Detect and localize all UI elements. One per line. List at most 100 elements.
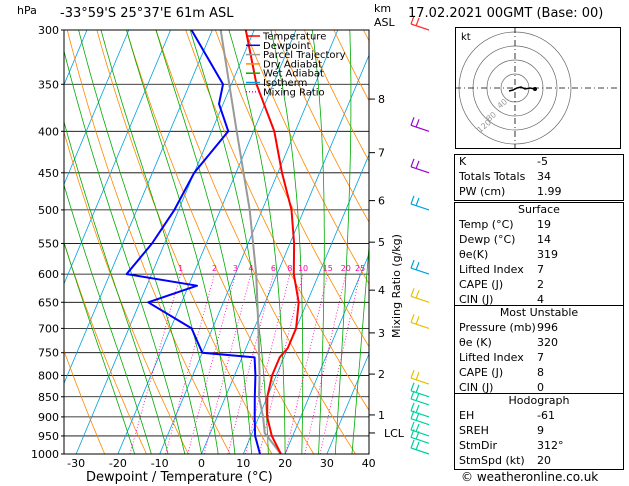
hodograph: kt 120 80 40 bbox=[455, 27, 621, 149]
wet-adiabat-line bbox=[311, 30, 325, 454]
wind-barb-flag bbox=[410, 390, 415, 400]
hodo-kt-label: kt bbox=[461, 32, 471, 43]
temperature-line bbox=[244, 30, 300, 454]
pressure-tick-label: 650 bbox=[38, 296, 59, 309]
hodo-row: StmDir 312° bbox=[459, 439, 564, 452]
mixing-ratio-label: 25 bbox=[355, 264, 365, 273]
wind-barb-flag bbox=[415, 197, 420, 207]
wind-barb bbox=[410, 390, 430, 398]
mu-row: CIN (J) 0 bbox=[459, 381, 544, 394]
most-unstable-title: Most Unstable bbox=[499, 306, 579, 319]
wind-barb-flag bbox=[415, 392, 420, 402]
dry-adiabat-line bbox=[244, 30, 369, 285]
dry-adiabat-line bbox=[64, 349, 106, 454]
x-axis-title: Dewpoint / Temperature (°C) bbox=[86, 470, 273, 485]
km-tick-label: 1 bbox=[378, 409, 385, 422]
wind-barb bbox=[410, 436, 430, 444]
wind-barb bbox=[410, 23, 430, 31]
mixing-ratio-line bbox=[304, 274, 347, 454]
wind-barb-flag bbox=[410, 117, 415, 126]
wind-barb bbox=[410, 429, 430, 437]
mixing-ratio-line bbox=[245, 273, 291, 454]
legend-entry: Mixing Ratio bbox=[263, 87, 325, 98]
pressure-tick-label: 900 bbox=[38, 411, 59, 424]
pressure-tick-label: 1000 bbox=[31, 448, 59, 461]
wet-adiabat-line bbox=[126, 30, 236, 454]
datetime-label: 17.02.2021 00GMT (Base: 00) bbox=[408, 6, 604, 21]
wind-barb-flag bbox=[410, 369, 415, 379]
wind-barb bbox=[410, 410, 430, 418]
dry-adiabat-line bbox=[64, 241, 147, 454]
wind-barb bbox=[410, 398, 430, 406]
dry-adiabat-line bbox=[66, 30, 231, 454]
hodo-row: StmSpd (kt) 20 bbox=[459, 454, 551, 467]
isotherm-line bbox=[75, 30, 255, 454]
hodograph-panel: Hodograph EH -61 SREH 9 StmDir 312° StmSpd … bbox=[454, 393, 624, 470]
wet-adiabat-line bbox=[64, 183, 152, 454]
wind-barb-flag bbox=[410, 195, 415, 205]
dry-adiabat-line bbox=[185, 30, 369, 412]
pressure-tick-label: 850 bbox=[38, 391, 59, 404]
dry-adiabat-line bbox=[64, 130, 189, 454]
wind-barb bbox=[410, 321, 430, 329]
legend-entry: Parcel Trajectory bbox=[263, 50, 346, 61]
wet-adiabat-line bbox=[64, 120, 169, 454]
pressure-tick-label: 750 bbox=[38, 347, 59, 360]
wind-barb bbox=[410, 295, 430, 303]
wind-barb-flag bbox=[410, 288, 415, 297]
credit-label: © weatheronline.co.uk bbox=[461, 470, 599, 484]
wind-barb-flag bbox=[415, 160, 420, 170]
pressure-tick-label: 450 bbox=[38, 167, 59, 180]
mixing-ratio-label: 1 bbox=[178, 264, 183, 273]
most-unstable-panel: Most Unstable Pressure (mb) 996 θe (K) 320… bbox=[454, 305, 624, 397]
temperature-tick-label: 20 bbox=[278, 457, 292, 470]
km-tick-label: 2 bbox=[378, 368, 385, 381]
mu-row: Pressure (mb) 996 bbox=[459, 321, 558, 334]
legend-entry: Temperature bbox=[262, 32, 326, 43]
wind-barb-flag bbox=[410, 158, 415, 168]
mixing-ratio-line bbox=[203, 273, 252, 454]
skewt-axes: 1 2 3 4 6 8 10 15 20 2530035040045050055060065070… bbox=[31, 24, 405, 470]
wet-adiabat-line bbox=[228, 30, 286, 454]
temperature-tick-label: -10 bbox=[151, 457, 169, 470]
wind-barb-flag bbox=[415, 316, 420, 325]
mixing-ratio-line bbox=[227, 273, 274, 454]
wet-adiabat-line bbox=[270, 30, 304, 454]
pressure-tick-label: 700 bbox=[38, 322, 59, 335]
km-tick-label: 8 bbox=[378, 93, 385, 106]
wet-adiabat-line bbox=[100, 30, 219, 454]
hodo-row: SREH 9 bbox=[459, 424, 544, 437]
wet-adiabat-line bbox=[64, 49, 186, 454]
temperature-tick-label: 30 bbox=[320, 457, 334, 470]
mixing-ratio-axis-title: Mixing Ratio (g/kg) bbox=[390, 234, 403, 338]
mixing-ratio-label: 15 bbox=[323, 264, 333, 273]
mixing-ratio-line bbox=[285, 274, 329, 454]
isotherm-line bbox=[326, 352, 369, 454]
asl-label: ASL bbox=[374, 16, 395, 29]
parcel-trajectory-line bbox=[219, 30, 282, 454]
pressure-tick-label: 800 bbox=[38, 369, 59, 382]
mixing-ratio-label: 3 bbox=[233, 264, 238, 273]
legend-entry: Wet Adiabat bbox=[263, 69, 324, 80]
index-row-totals: Totals Totals 34 bbox=[459, 170, 551, 183]
dry-adiabat-line bbox=[274, 30, 369, 223]
dry-adiabat-line bbox=[303, 30, 369, 162]
legend-entry: Dry Adiabat bbox=[263, 59, 322, 70]
wind-barb-flag bbox=[415, 441, 420, 451]
mu-row: Lifted Index 7 bbox=[459, 351, 544, 364]
temperature-tick-label: -30 bbox=[67, 457, 85, 470]
pressure-tick-label: 600 bbox=[38, 268, 59, 281]
wind-barb-flag bbox=[415, 423, 420, 433]
lcl-label: LCL bbox=[384, 427, 405, 440]
pressure-tick-label: 350 bbox=[38, 78, 59, 91]
wet-adiabat-line bbox=[351, 241, 369, 454]
pressure-tick-label: 950 bbox=[38, 430, 59, 443]
surface-row: θe(K) 319 bbox=[459, 248, 558, 261]
temperature-tick-label: 40 bbox=[362, 457, 376, 470]
isotherm-line bbox=[64, 30, 213, 385]
skewt-grid bbox=[64, 30, 369, 454]
wind-barb bbox=[410, 418, 430, 426]
mixing-ratio-line bbox=[319, 274, 361, 454]
wind-barb-flag bbox=[410, 402, 415, 412]
